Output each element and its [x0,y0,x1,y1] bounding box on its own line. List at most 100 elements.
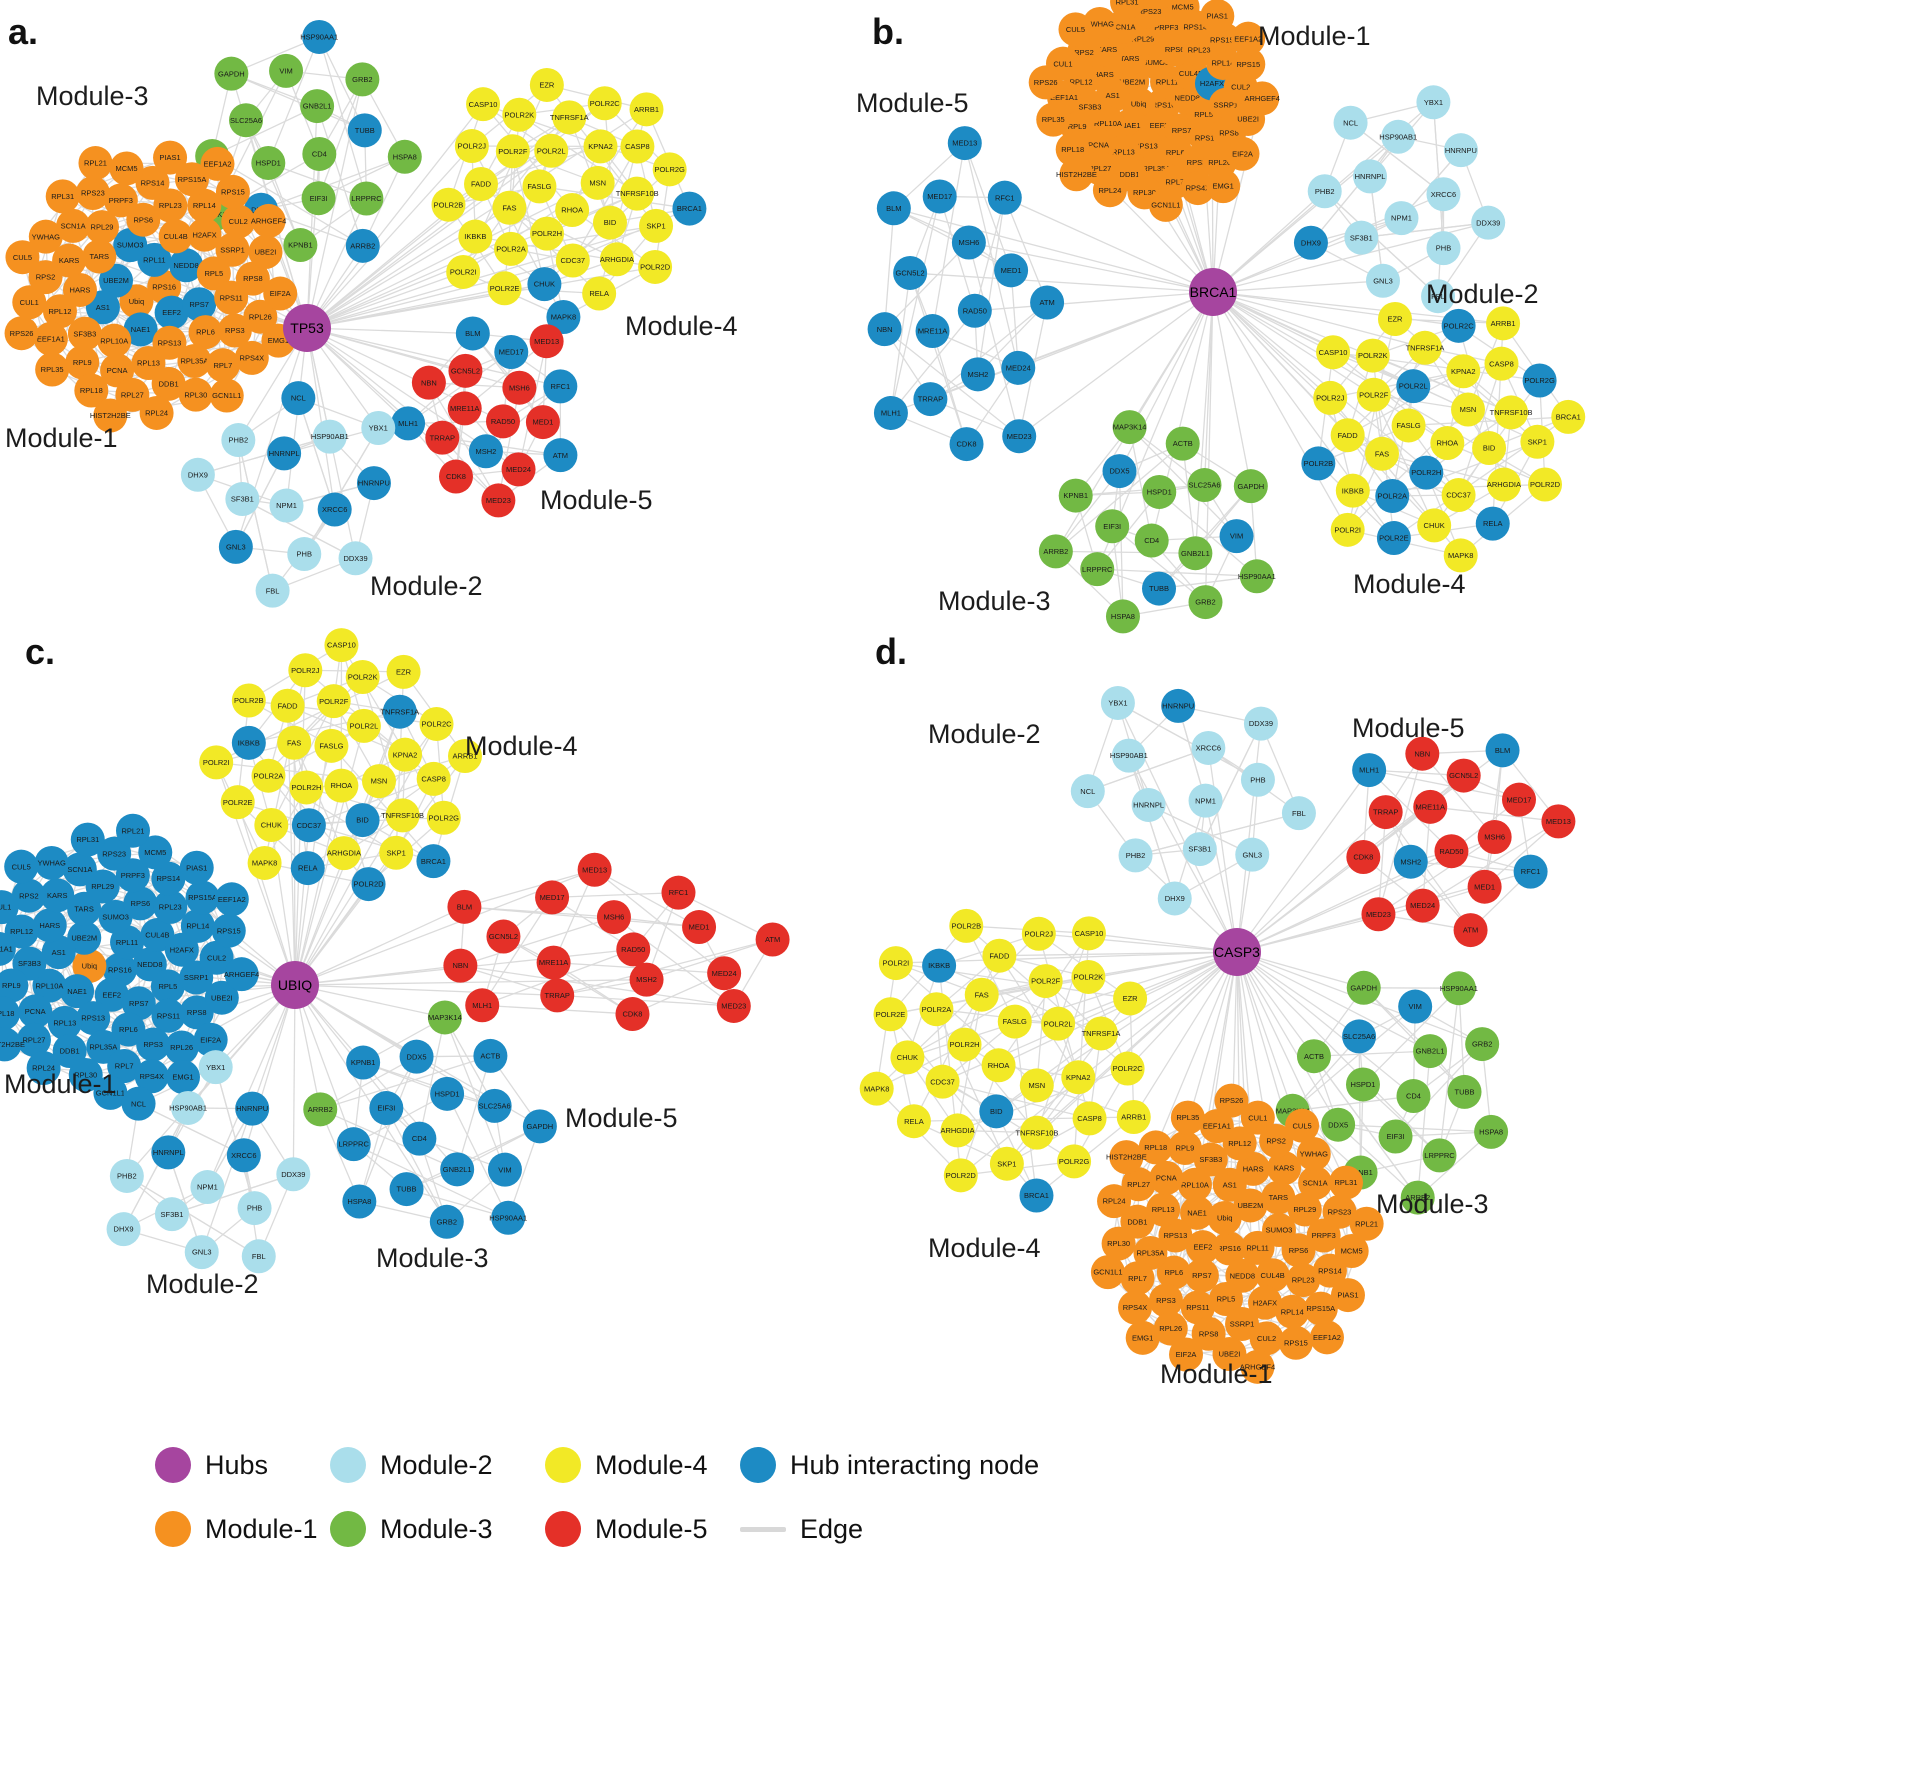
svg-text:RPL14: RPL14 [1211,59,1234,68]
network-node: MSN [362,764,397,799]
svg-text:CDC37: CDC37 [297,821,322,830]
svg-text:RPS3: RPS3 [1156,1296,1176,1305]
svg-text:EEF2: EEF2 [102,990,121,999]
network-node: RPL7 [1120,1261,1155,1296]
svg-text:POLR2F: POLR2F [498,147,528,156]
network-node: RPS7 [121,986,156,1021]
network-node: ARHGEF4 [251,203,286,238]
svg-text:RPL13: RPL13 [1152,1205,1175,1214]
network-node: POLR2D [638,249,673,284]
svg-text:MAPK8: MAPK8 [1448,551,1473,560]
network-node: CD4 [1396,1079,1431,1114]
svg-text:RPL26: RPL26 [1159,1324,1182,1333]
network-node: FBL [1421,279,1456,314]
svg-text:SLC25A6: SLC25A6 [1343,1032,1375,1041]
network-node: SF3B1 [225,482,260,517]
svg-text:POLR2F: POLR2F [1359,390,1389,399]
svg-text:RPS2: RPS2 [36,273,56,282]
svg-text:NAE1: NAE1 [1121,121,1141,130]
svg-text:RELA: RELA [904,1117,924,1126]
svg-text:HSPA8: HSPA8 [1479,1127,1503,1136]
svg-text:RPL29: RPL29 [91,223,114,232]
svg-text:EEF1A2: EEF1A2 [1234,34,1262,43]
network-node: MLH1 [873,395,908,430]
svg-text:CUL2: CUL2 [207,953,226,962]
network-node: NAE1 [60,974,95,1009]
svg-text:MAP3K14: MAP3K14 [428,1013,462,1022]
svg-text:DHX9: DHX9 [114,1225,134,1234]
network-node: PHB2 [221,423,256,458]
svg-text:RPL23: RPL23 [159,201,182,210]
network-node: TARS [1261,1180,1296,1215]
svg-text:DHX9: DHX9 [1165,894,1185,903]
svg-text:POLR2L: POLR2L [1399,382,1428,391]
svg-text:RPL31: RPL31 [51,192,74,201]
svg-text:BLM: BLM [457,902,472,911]
network-node: MED17 [494,335,529,370]
network-node: ATM [1030,285,1065,320]
network-node: RPL31 [70,822,105,857]
network-node: PIAS1 [153,140,188,175]
network-node: RPL5 [1208,1282,1243,1317]
svg-text:MCM5: MCM5 [115,164,137,173]
svg-text:RFC1: RFC1 [995,193,1015,202]
network-node: MED24 [1405,888,1440,923]
nodes-layer: a. CD4 HSPD1 GNB2L1 EIF3I SLC25A6 TUBB DDX5 VIM L… [0,0,1586,1389]
network-node: LRPPRC [349,181,384,216]
svg-text:GNB2L1: GNB2L1 [1181,549,1210,558]
network-node: RPS23 [97,836,132,871]
svg-text:RPL6: RPL6 [196,328,215,337]
svg-text:FBL: FBL [252,1252,266,1261]
network-node: EEF2 [154,295,189,330]
svg-text:TNFRSF10B: TNFRSF10B [616,189,659,198]
svg-text:RPL14: RPL14 [193,201,216,210]
svg-text:RPL35A: RPL35A [1142,164,1170,173]
network-node: RAD50 [485,404,520,439]
network-node: POLR2B [431,187,466,222]
network-node: TUBB [1447,1074,1482,1109]
svg-text:SKP1: SKP1 [997,1159,1016,1168]
network-node: EEF1A2 [214,882,249,917]
network-node: MSH6 [951,225,986,260]
svg-text:RPS8: RPS8 [187,1008,207,1017]
network-node: PIAS1 [1330,1278,1365,1313]
network-node: XRCC6 [226,1138,261,1173]
svg-text:DDB1: DDB1 [1127,1217,1147,1226]
network-node: NBN [1405,736,1440,771]
svg-text:POLR2C: POLR2C [422,720,453,729]
svg-text:RPS3: RPS3 [143,1040,163,1049]
network-node: HSP90AA1 [1440,971,1478,1006]
network-node: AS1 [41,935,76,970]
svg-text:GRB2: GRB2 [437,1217,457,1226]
network-node: MRE11A [1413,789,1448,824]
svg-text:POLR2B: POLR2B [951,921,981,930]
module-label: Module-5 [856,88,969,118]
svg-text:ARRB1: ARRB1 [1121,1113,1146,1122]
svg-text:EIF3I: EIF3I [310,194,328,203]
network-node: RPL11 [110,925,145,960]
panel-d: d. NPM1 HNRNPL XRCC6 SF3B1 HSP90AB1 PHB PHB2 HNR… [859,631,1576,1389]
svg-text:CUL4B: CUL4B [145,931,169,940]
svg-text:TUBB: TUBB [355,126,375,135]
svg-text:HNRNPL: HNRNPL [1355,172,1386,181]
svg-text:PHB: PHB [1250,775,1265,784]
svg-text:RPS14: RPS14 [141,178,165,187]
svg-text:RPL12: RPL12 [1228,1139,1251,1148]
svg-text:DDX5: DDX5 [1110,467,1130,476]
svg-text:MLH1: MLH1 [472,1001,492,1010]
svg-text:ARHGDIA: ARHGDIA [600,255,634,264]
svg-text:RPS13: RPS13 [158,338,182,347]
svg-text:GAPDH: GAPDH [1237,482,1264,491]
svg-text:EZR: EZR [396,667,412,676]
svg-text:HSP90AB1: HSP90AB1 [1110,751,1148,760]
svg-text:PHB2: PHB2 [229,436,249,445]
network-node: PHB [1240,762,1275,797]
hub-node: CASP3 [1213,928,1261,976]
svg-text:NPM1: NPM1 [197,1183,218,1192]
svg-text:RAD50: RAD50 [1439,847,1463,856]
network-node: VIM [269,53,304,88]
network-node: MED24 [501,452,536,487]
network-node: POLR2F [1028,964,1063,999]
network-node: NCL [1333,105,1368,140]
legend-label: Module-5 [595,1513,708,1544]
